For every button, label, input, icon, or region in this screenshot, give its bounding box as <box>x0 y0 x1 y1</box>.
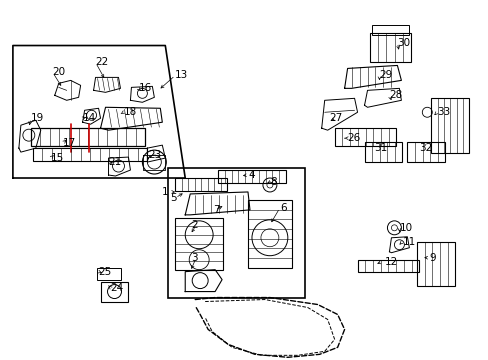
Text: 28: 28 <box>388 90 402 100</box>
Bar <box>31 128 145 146</box>
Text: 33: 33 <box>436 107 449 117</box>
Text: 13: 13 <box>175 71 188 80</box>
Text: 25: 25 <box>99 267 112 276</box>
Text: 23: 23 <box>148 150 162 160</box>
Text: 4: 4 <box>247 170 254 180</box>
Text: 22: 22 <box>95 58 109 67</box>
Text: 1: 1 <box>162 187 168 197</box>
Text: 20: 20 <box>53 67 66 77</box>
Text: 6: 6 <box>279 203 286 213</box>
Text: 32: 32 <box>419 143 432 153</box>
Bar <box>430 98 468 153</box>
Text: 7: 7 <box>213 205 220 215</box>
Text: 18: 18 <box>123 107 137 117</box>
Text: 14: 14 <box>82 113 96 123</box>
Text: 30: 30 <box>397 37 410 48</box>
Bar <box>33 148 147 161</box>
Text: 15: 15 <box>51 153 64 163</box>
Bar <box>96 268 121 280</box>
Bar <box>101 282 128 302</box>
Text: 5: 5 <box>170 193 177 203</box>
Bar <box>416 242 454 285</box>
Bar <box>218 170 285 183</box>
Bar <box>371 24 408 35</box>
Bar <box>334 128 396 146</box>
Text: 12: 12 <box>384 257 397 267</box>
Text: 11: 11 <box>402 237 415 247</box>
Text: 8: 8 <box>269 177 276 187</box>
Bar <box>247 200 291 268</box>
Bar <box>168 168 304 298</box>
Bar <box>175 178 226 191</box>
Text: 2: 2 <box>191 220 198 230</box>
Text: 24: 24 <box>110 283 123 293</box>
Bar <box>175 218 223 270</box>
Text: 10: 10 <box>399 223 412 233</box>
Text: 17: 17 <box>62 138 76 148</box>
Text: 27: 27 <box>329 113 342 123</box>
Bar <box>369 32 410 62</box>
Bar <box>407 142 444 162</box>
Text: 29: 29 <box>379 71 392 80</box>
Bar <box>357 260 419 272</box>
Text: 26: 26 <box>347 133 360 143</box>
Text: 3: 3 <box>191 253 198 263</box>
Text: 31: 31 <box>374 143 387 153</box>
Text: 19: 19 <box>31 113 44 123</box>
Bar <box>364 142 402 162</box>
Text: 9: 9 <box>428 253 435 263</box>
Text: 21: 21 <box>108 157 122 167</box>
Text: 16: 16 <box>138 84 151 93</box>
